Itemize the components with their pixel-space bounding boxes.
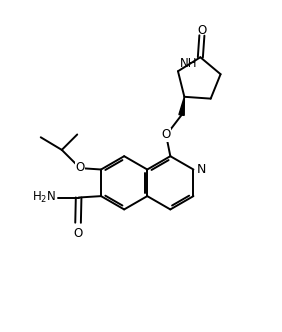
Text: H$_2$N: H$_2$N xyxy=(32,190,56,205)
Text: O: O xyxy=(162,128,171,141)
Text: N: N xyxy=(197,163,206,176)
Text: O: O xyxy=(73,227,83,240)
Text: O: O xyxy=(197,24,206,37)
Text: NH: NH xyxy=(179,57,197,70)
Text: O: O xyxy=(75,161,85,174)
Polygon shape xyxy=(179,97,184,116)
